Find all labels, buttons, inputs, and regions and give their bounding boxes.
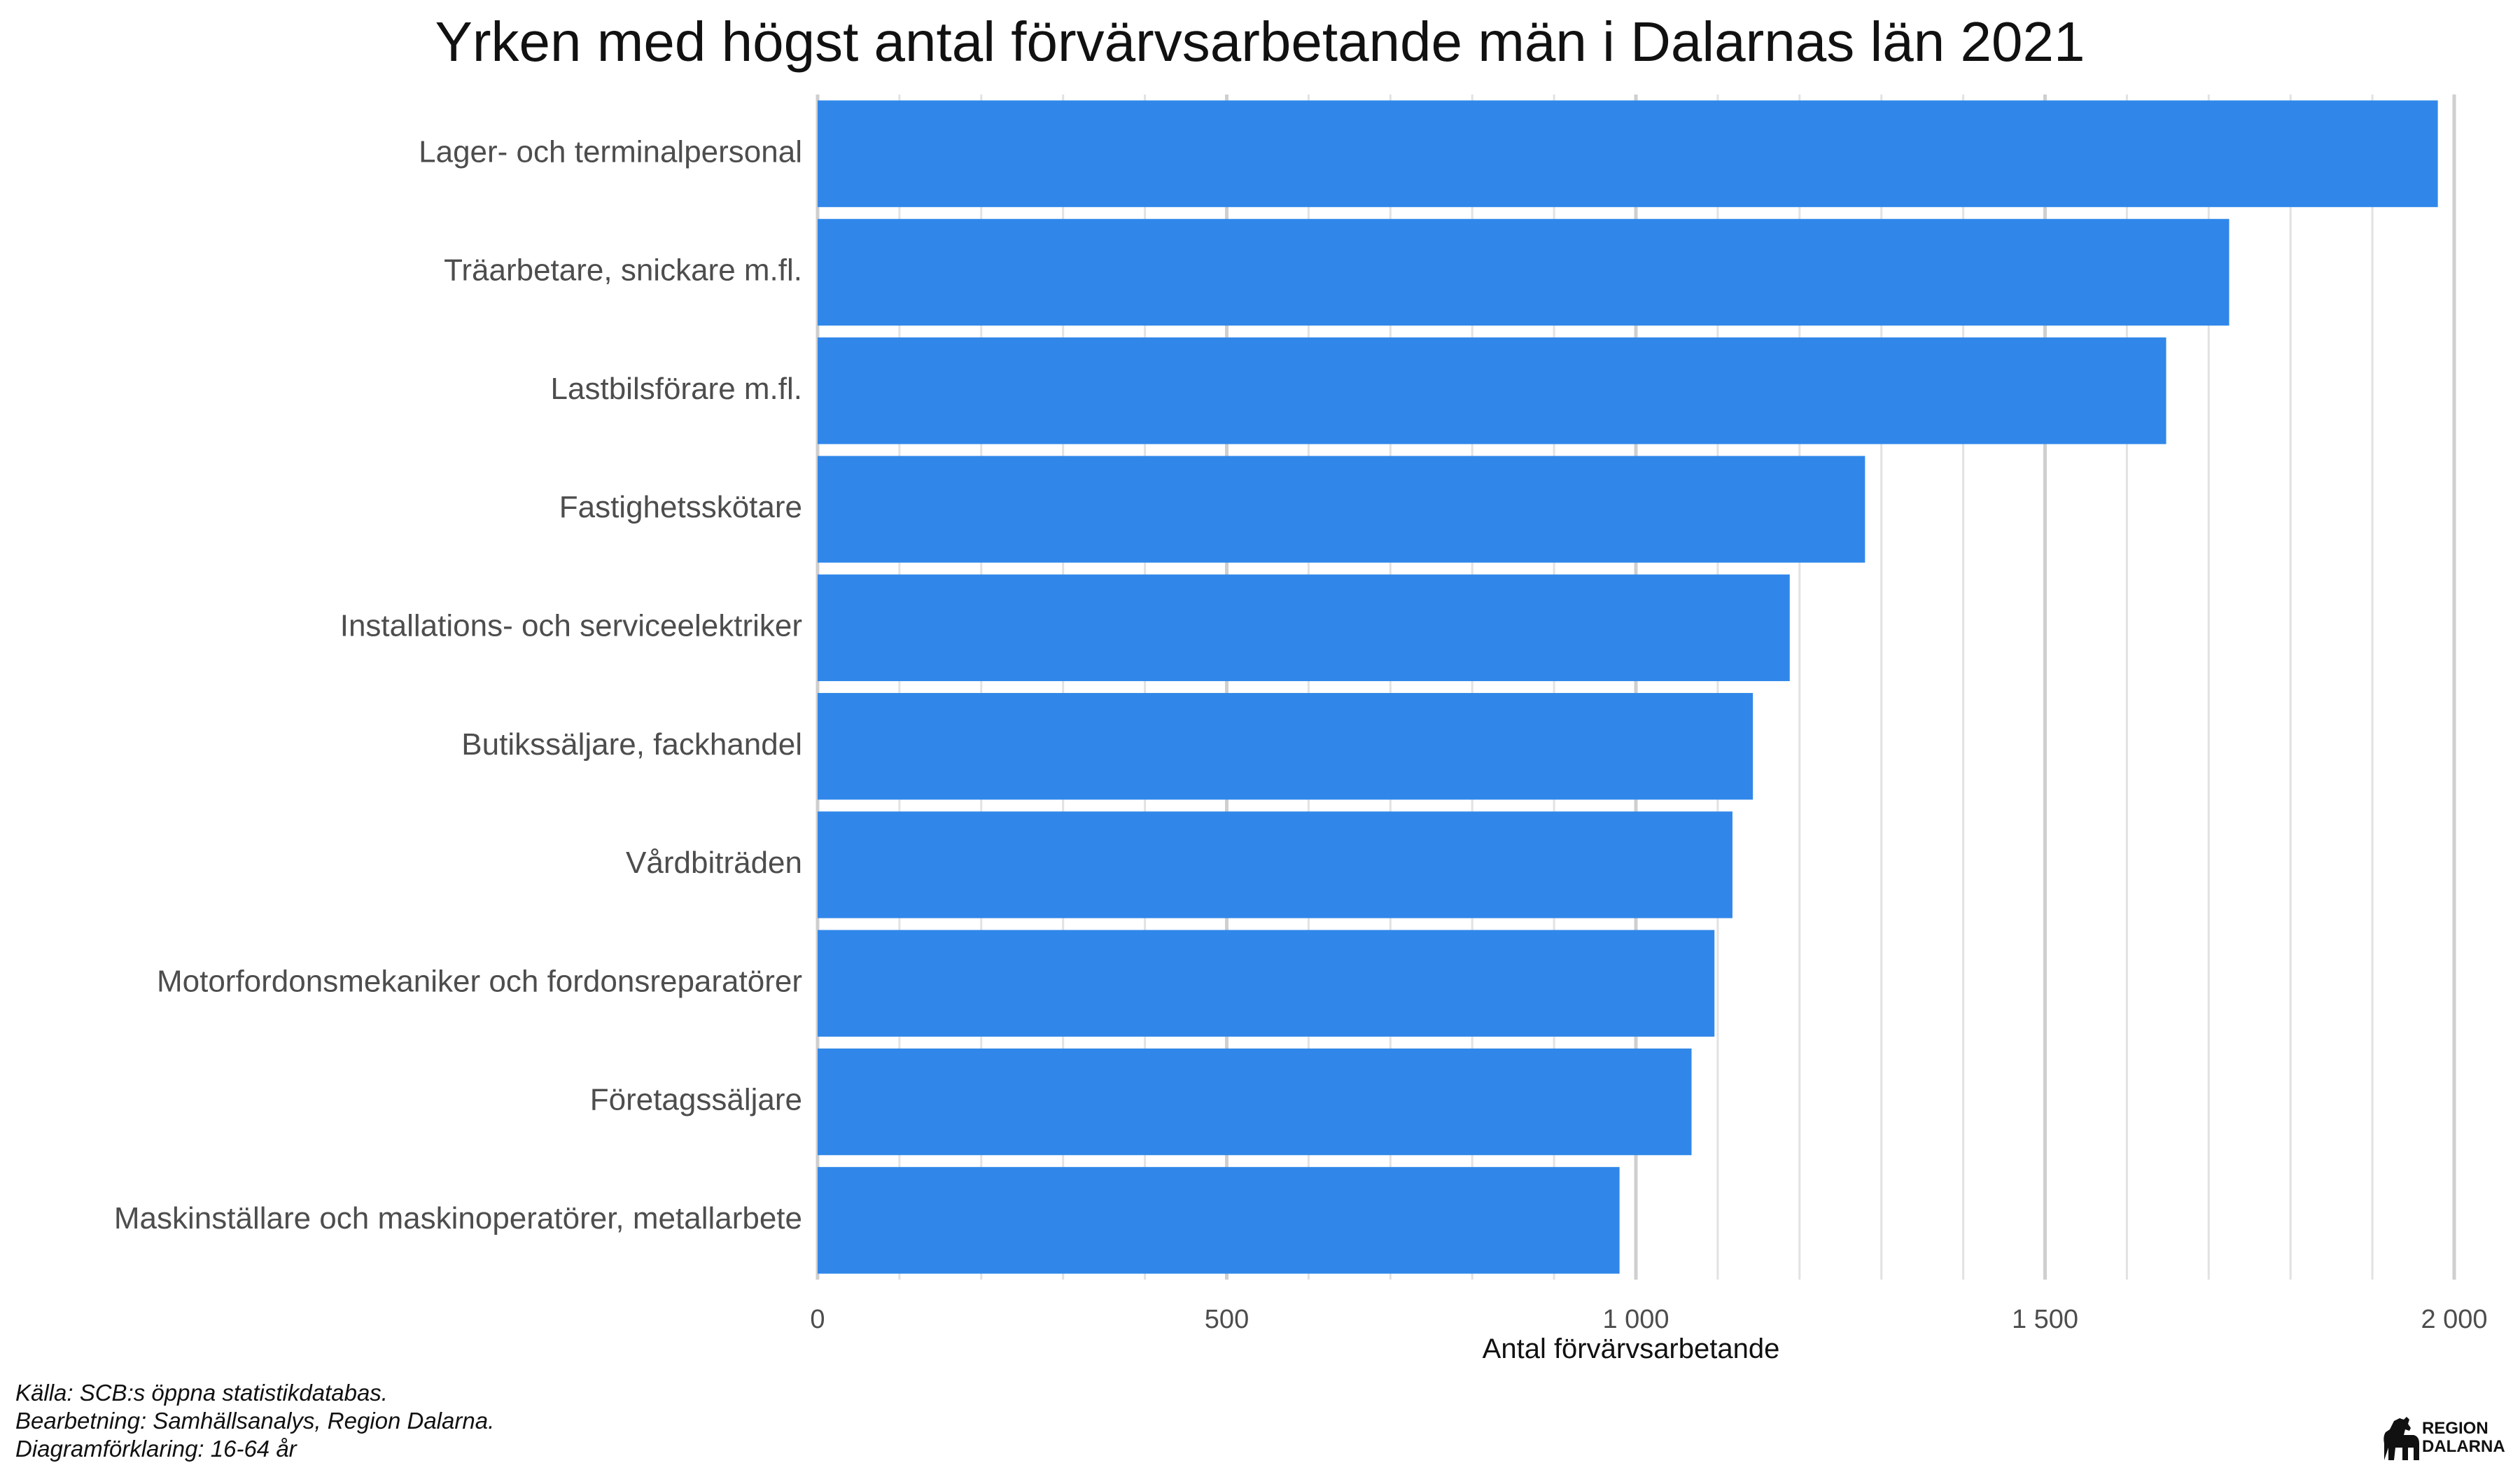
chart-title: Yrken med högst antal förvärvsarbetande … xyxy=(435,10,2085,73)
bar xyxy=(818,930,1715,1037)
dala-horse-icon xyxy=(2384,1417,2419,1460)
x-tick-label: 2 000 xyxy=(2421,1305,2487,1334)
source-caption: Källa: SCB:s öppna statistikdatabas. xyxy=(15,1380,388,1406)
category-label: Vårdbiträden xyxy=(626,846,802,880)
category-label: Butikssäljare, fackhandel xyxy=(461,727,802,762)
bar xyxy=(818,574,1790,682)
bar xyxy=(818,1167,1620,1274)
x-tick-labels: 0 500 1 000 1 500 2 000 xyxy=(810,1305,2487,1334)
logo-line-2: DALARNA xyxy=(2422,1437,2505,1456)
region-dalarna-logo: REGION DALARNA xyxy=(2379,1414,2512,1463)
category-label: Motorfordonsmekaniker och fordonsreparat… xyxy=(157,964,802,998)
x-tick-label: 1 500 xyxy=(2012,1305,2078,1334)
category-label: Maskinställare och maskinoperatörer, met… xyxy=(114,1201,802,1236)
x-tick-label: 1 000 xyxy=(1602,1305,1669,1334)
category-label: Träarbetare, snickare m.fl. xyxy=(444,253,802,288)
category-label: Lastbilsförare m.fl. xyxy=(551,372,802,406)
explanation-caption: Diagramförklaring: 16-64 år xyxy=(15,1436,297,1462)
bars xyxy=(818,100,2438,1274)
category-labels: Lager- och terminalpersonal Träarbetare, … xyxy=(114,134,802,1236)
category-label: Installations- och serviceelektriker xyxy=(340,608,802,643)
bar xyxy=(818,100,2438,207)
x-tick-label: 0 xyxy=(810,1305,825,1334)
category-label: Lager- och terminalpersonal xyxy=(419,134,802,169)
bar xyxy=(818,337,2166,444)
x-tick-label: 500 xyxy=(1205,1305,1249,1334)
bar xyxy=(818,1048,1692,1156)
logo-line-1: REGION xyxy=(2422,1419,2488,1438)
processing-caption: Bearbetning: Samhällsanalys, Region Dala… xyxy=(15,1408,495,1434)
x-axis-label: Antal förvärvsarbetande xyxy=(1483,1334,1780,1364)
bar xyxy=(818,692,1754,800)
category-label: Fastighetsskötare xyxy=(559,490,802,524)
bar xyxy=(818,811,1732,918)
bar xyxy=(818,456,1865,563)
category-label: Företagssäljare xyxy=(590,1083,802,1117)
bar xyxy=(818,218,2230,326)
